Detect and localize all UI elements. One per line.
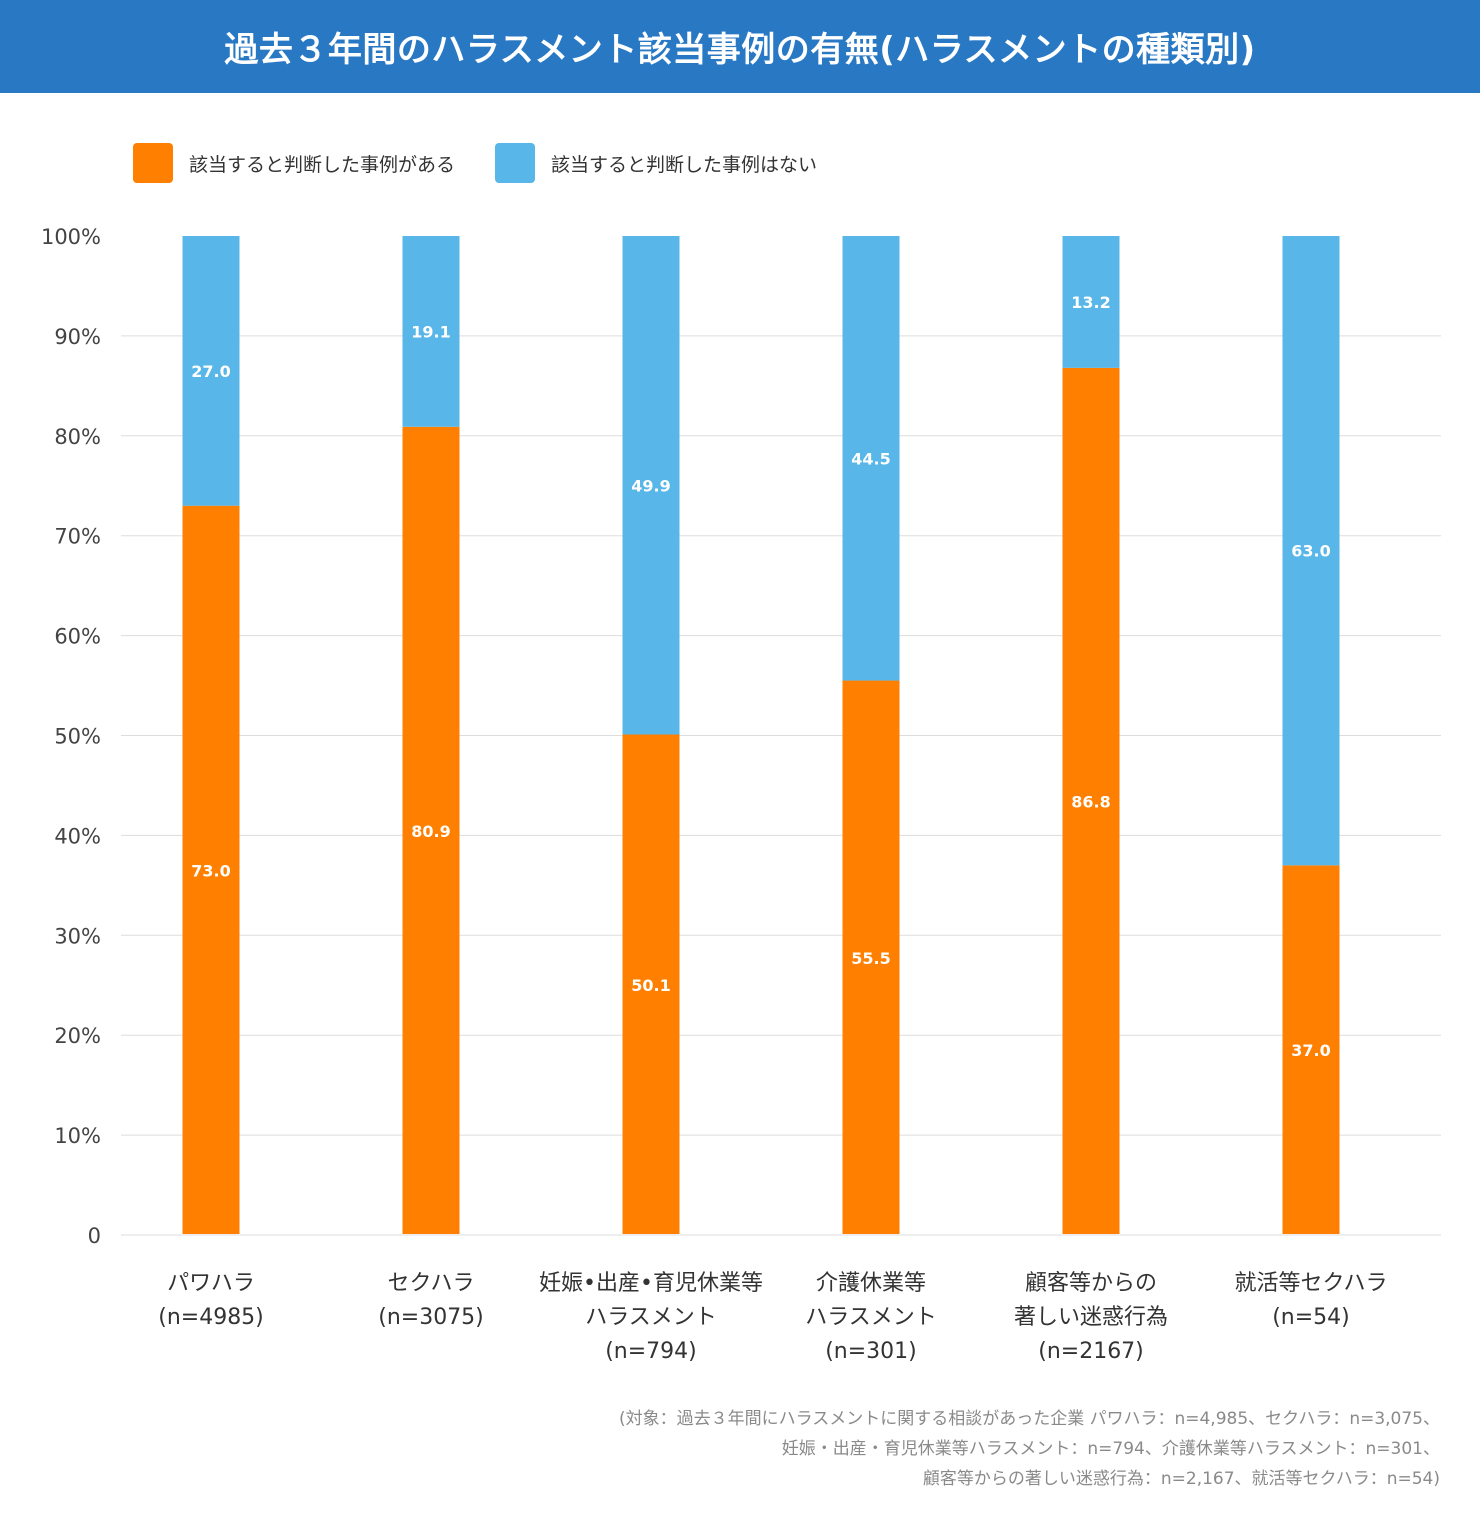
bar-segment-no: [182, 236, 240, 506]
bar-segment-no: [1062, 236, 1120, 368]
y-tick-label: 0: [88, 1224, 101, 1248]
x-category-label: (n=4985): [158, 1305, 264, 1330]
legend-label-no: 該当すると判断した事例はない: [551, 153, 818, 176]
y-tick-label: 70%: [54, 525, 101, 549]
data-label-yes: 73.0: [191, 861, 230, 880]
title-bar: 過去３年間のハラスメント該当事例の有無(ハラスメントの種類別): [0, 0, 1480, 93]
x-category-label: 就活等セクハラ: [1235, 1271, 1388, 1296]
data-label-yes: 86.8: [1071, 792, 1110, 811]
y-tick-label: 80%: [54, 425, 101, 449]
legend-item-no: 該当すると判断した事例はない: [495, 143, 817, 183]
bar-segment-yes: [402, 426, 460, 1234]
y-tick-label: 90%: [54, 325, 101, 349]
x-category-label: (n=301): [825, 1339, 917, 1364]
bar-segment-yes: [182, 505, 240, 1235]
legend: 該当すると判断した事例がある 該当すると判断した事例はない: [133, 143, 857, 183]
y-tick-label: 20%: [54, 1024, 101, 1048]
x-category-label: 著しい迷惑行為: [1014, 1305, 1168, 1330]
x-category-label: (n=794): [605, 1339, 697, 1364]
footnote-line: 顧客等からの著しい迷惑行為：n=2,167、就活等セクハラ：n=54): [922, 1469, 1440, 1489]
y-tick-label: 50%: [54, 725, 101, 749]
bar-segment-yes: [622, 734, 680, 1234]
y-tick-label: 10%: [54, 1124, 101, 1148]
bar-segment-no: [1282, 236, 1340, 866]
bar-segment-yes: [1062, 367, 1120, 1234]
footnote: (対象：過去３年間にハラスメントに関する相談があった企業 パワハラ：n=4,98…: [619, 1404, 1440, 1494]
data-label-yes: 50.1: [631, 976, 670, 995]
bar-segment-no: [622, 236, 680, 735]
x-category-label: セクハラ: [388, 1271, 475, 1296]
y-tick-label: 40%: [54, 824, 101, 848]
legend-swatch-no: [495, 143, 536, 183]
bar-segment-yes: [842, 680, 900, 1234]
data-label-no: 49.9: [631, 476, 670, 495]
legend-swatch-yes: [133, 143, 173, 183]
footnote-line: (対象：過去３年間にハラスメントに関する相談があった企業 パワハラ：n=4,98…: [618, 1409, 1440, 1429]
x-category-label: (n=54): [1272, 1305, 1350, 1330]
x-category-label: ハラスメント: [805, 1305, 937, 1330]
footnote-line: 妊娠・出産・育児休業等ハラスメント：n=794、介護休業等ハラスメント：n=30…: [781, 1439, 1440, 1459]
data-label-yes: 37.0: [1291, 1041, 1330, 1060]
bar-segment-no: [402, 236, 460, 427]
y-tick-label: 100%: [41, 225, 101, 249]
x-category-label: ハラスメント: [585, 1305, 717, 1330]
x-category-label: パワハラ: [167, 1271, 255, 1296]
data-label-no: 44.5: [851, 449, 890, 468]
data-label-no: 63.0: [1291, 542, 1330, 561]
x-category-label: 顧客等からの: [1025, 1271, 1157, 1296]
chart-title: 過去３年間のハラスメント該当事例の有無(ハラスメントの種類別): [224, 30, 1256, 70]
legend-label-yes: 該当すると判断した事例がある: [189, 153, 456, 176]
data-label-yes: 80.9: [411, 822, 450, 841]
bar-segment-no: [842, 236, 900, 681]
y-tick-label: 30%: [54, 924, 101, 948]
data-label-no: 13.2: [1071, 293, 1110, 312]
data-label-no: 19.1: [411, 322, 450, 341]
stacked-bar-chart: 0 10% 20% 30% 40% 50% 60% 70% 80% 90% 100% 73.0 27.0…: [41, 225, 1441, 1364]
x-category-label: (n=3075): [378, 1305, 484, 1330]
x-category-label: 妊娠•出産•育児休業等: [539, 1271, 763, 1296]
data-label-no: 27.0: [191, 362, 230, 381]
data-label-yes: 55.5: [851, 949, 890, 968]
x-category-label: (n=2167): [1038, 1339, 1144, 1364]
bar-segment-yes: [1282, 865, 1340, 1234]
x-category-label: 介護休業等: [816, 1271, 926, 1296]
legend-item-yes: 該当すると判断した事例がある: [133, 143, 455, 183]
y-tick-label: 60%: [54, 625, 101, 649]
